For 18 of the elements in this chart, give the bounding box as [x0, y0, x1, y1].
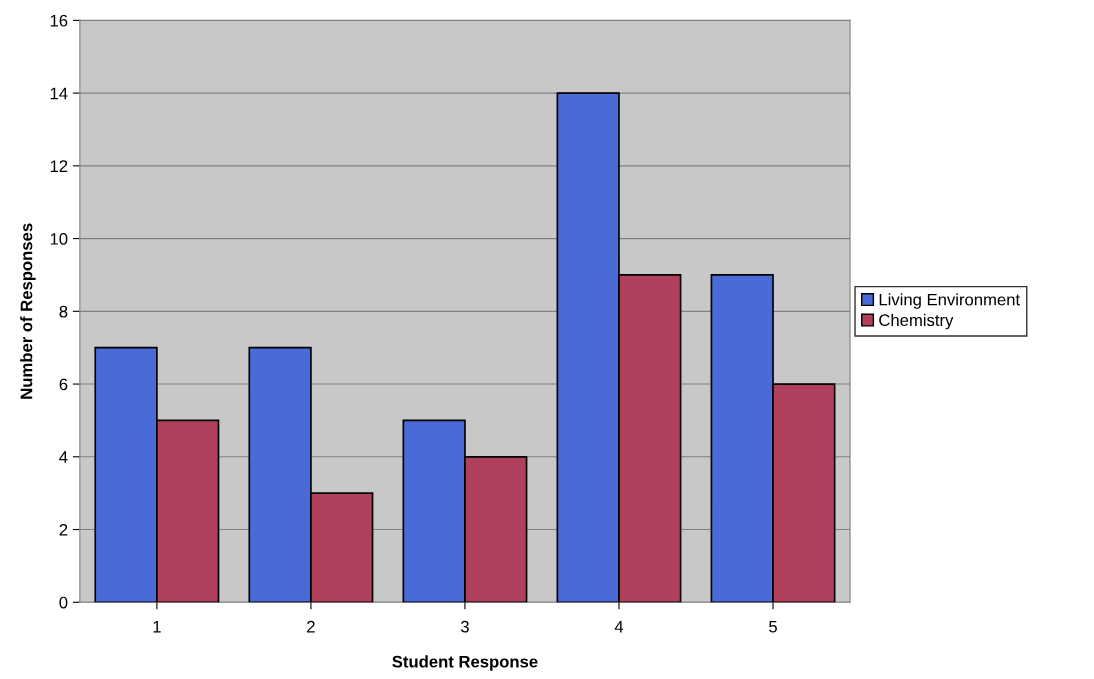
legend-label: Living Environment — [879, 293, 1020, 309]
x-tick-label: 3 — [460, 620, 469, 633]
y-tick-label: 8 — [59, 305, 68, 318]
x-tick-label: 5 — [769, 620, 777, 633]
y-tick-label: 10 — [50, 232, 68, 245]
x-axis-title: Student Response — [392, 655, 538, 671]
y-tick-label: 2 — [59, 523, 68, 536]
y-tick-label: 12 — [50, 160, 68, 172]
x-tick-label: 4 — [614, 620, 624, 633]
y-axis-title: Number of Responses — [20, 223, 36, 399]
y-tick-label: 6 — [59, 378, 68, 391]
x-tick-label: 1 — [153, 620, 161, 633]
y-tick-label: 0 — [59, 596, 68, 609]
y-tick-label: 16 — [50, 14, 68, 27]
x-tick-label: 2 — [307, 620, 315, 633]
y-tick-label: 14 — [50, 87, 68, 100]
y-tick-label: 4 — [59, 451, 68, 463]
legend-label: Chemistry — [879, 313, 954, 330]
